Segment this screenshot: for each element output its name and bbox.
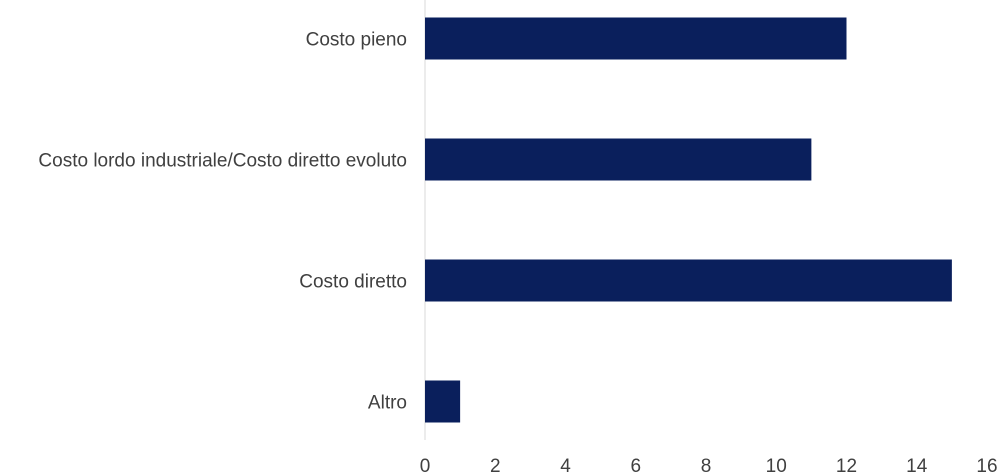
category-label-0: Costo pieno	[306, 30, 407, 51]
x-tick-label-0: 0	[420, 456, 431, 476]
bar-0	[425, 17, 847, 60]
bars-group	[425, 17, 952, 423]
x-tick-label-1: 2	[490, 456, 501, 476]
category-label-2: Costo diretto	[299, 272, 407, 293]
x-tick-label-7: 14	[906, 456, 928, 476]
x-tick-label-6: 12	[836, 456, 857, 476]
bar-1	[425, 138, 812, 181]
category-label-1: Costo lordo industriale/Costo diretto ev…	[38, 151, 407, 172]
x-tick-label-5: 10	[766, 456, 787, 476]
x-tick-label-8: 16	[976, 456, 997, 476]
x-tick-label-2: 4	[560, 456, 571, 476]
x-tick-label-3: 6	[630, 456, 641, 476]
category-label-3: Altro	[368, 393, 407, 414]
bar-3	[425, 380, 461, 423]
x-tick-labels-group: 0 2 4 6 8 10 12 14 16	[420, 456, 998, 476]
category-labels-group: Costo pieno Costo lordo industriale/Costo…	[38, 30, 407, 414]
x-tick-label-4: 8	[701, 456, 712, 476]
bar-2	[425, 259, 952, 302]
